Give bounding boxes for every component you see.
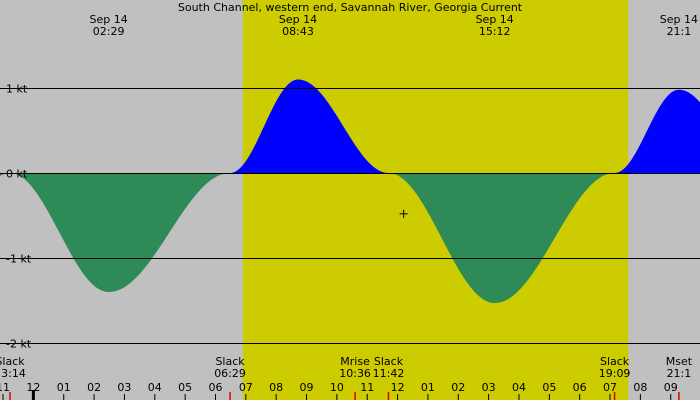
hour-tick-label: 02 (451, 381, 465, 394)
event-name-label: Slack (215, 355, 245, 368)
hour-tick-label: 05 (542, 381, 556, 394)
gridlines (0, 88, 700, 344)
hour-tick-label: 11 (0, 381, 10, 394)
hour-tick-label: 04 (512, 381, 526, 394)
y-tick-label: 1 kt (6, 83, 28, 96)
hour-tick-label: 09 (664, 381, 678, 394)
hour-tick-label: 06 (573, 381, 587, 394)
crosshair-cursor (399, 209, 408, 218)
event-name-label: Mrise (340, 355, 370, 368)
flood-area (231, 79, 389, 173)
hour-tick-label: 01 (57, 381, 71, 394)
event-time-label: 23:14 (0, 367, 26, 380)
ebb-area (389, 173, 615, 304)
event-name-label: Slack (374, 355, 404, 368)
event-time-label: 11:42 (373, 367, 405, 380)
hour-tick-label: 09 (300, 381, 314, 394)
ebb-area (0, 173, 231, 292)
event-time-label: 02:29 (93, 25, 125, 38)
event-date-label: Sep 14 (660, 13, 698, 26)
y-tick-label: -1 kt (6, 253, 32, 266)
hour-tick-label: 08 (633, 381, 647, 394)
hour-tick-label: 10 (330, 381, 344, 394)
event-time-label: 21:1 (667, 367, 692, 380)
hour-tick-label: 07 (239, 381, 253, 394)
hour-tick-label: 02 (87, 381, 101, 394)
event-time-label: 08:43 (282, 25, 314, 38)
event-name-label: Slack (0, 355, 25, 368)
hour-tick-label: 01 (421, 381, 435, 394)
hour-axis: 11 12 01 02 03 04 05 06 07 08 09 10 11 12 01 02 03 04 05 06… (0, 381, 680, 400)
event-labels-bottom: Slack23:14Slack06:29Mrise10:36Slack11:42… (0, 355, 693, 380)
chart-title: South Channel, western end, Savannah Riv… (178, 1, 523, 14)
event-name-label: Mset (666, 355, 693, 368)
y-tick-label: 0 kt (6, 168, 28, 181)
hour-tick-label: 08 (269, 381, 283, 394)
y-tick-labels: 1 kt 0 kt -1 kt -2 kt (6, 83, 32, 351)
event-time-label: 15:12 (479, 25, 511, 38)
y-tick-label: -2 kt (6, 338, 32, 351)
event-time-label: 21:1 (667, 25, 692, 38)
hour-tick-label: 03 (117, 381, 131, 394)
event-date-label: Sep 14 (90, 13, 128, 26)
event-time-label: 06:29 (214, 367, 246, 380)
event-date-label: Sep 14 (476, 13, 514, 26)
flood-area (615, 89, 700, 173)
hour-tick-label: 03 (482, 381, 496, 394)
hour-tick-label: 11 (360, 381, 374, 394)
hour-tick-label: 06 (208, 381, 222, 394)
current-areas (0, 79, 700, 304)
hour-tick-label: 12 (26, 381, 40, 394)
hour-tick-label: 05 (178, 381, 192, 394)
hour-tick-label: 07 (603, 381, 617, 394)
hour-tick-label: 12 (391, 381, 405, 394)
event-time-label: 10:36 (339, 367, 371, 380)
event-name-label: Slack (600, 355, 630, 368)
event-time-label: 19:09 (599, 367, 631, 380)
event-date-label: Sep 14 (279, 13, 317, 26)
hour-tick-label: 04 (148, 381, 162, 394)
